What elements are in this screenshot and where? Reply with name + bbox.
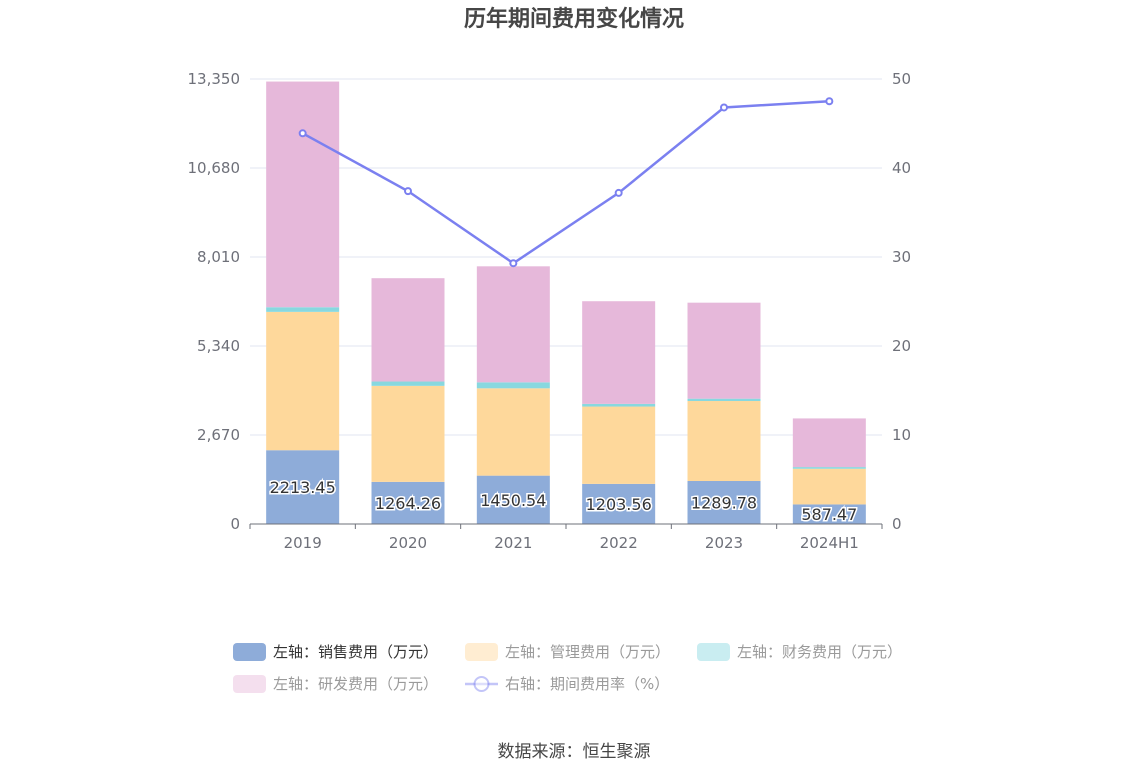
left-tick-label: 13,350 bbox=[188, 70, 241, 88]
left-axis-ticks: 0 2,670 5,340 8,010 10,680 13,350 bbox=[188, 70, 241, 533]
x-tick-label: 2020 bbox=[389, 534, 427, 552]
bar-segment-3-2024H1 bbox=[792, 418, 866, 468]
x-tick-label: 2022 bbox=[600, 534, 638, 552]
legend-label: 左轴：管理费用（万元） bbox=[505, 643, 670, 661]
legend: 左轴：销售费用（万元） 左轴：管理费用（万元） 左轴：财务费用（万元） 左轴：研发费用… bbox=[233, 643, 902, 693]
legend-item-0[interactable]: 左轴：销售费用（万元） bbox=[233, 643, 438, 661]
gridlines bbox=[250, 78, 882, 436]
rate-point bbox=[614, 188, 623, 197]
bar-segment-3-2020 bbox=[371, 278, 445, 382]
chart-title: 历年期间费用变化情况 bbox=[464, 6, 684, 32]
legend-marker bbox=[473, 676, 490, 692]
bar-data-labels: 2213.45 1264.26 1450.54 1203.56 1289.78 587.4… bbox=[268, 477, 859, 526]
right-tick-label: 30 bbox=[892, 248, 911, 266]
bar-segment-1-2022 bbox=[582, 406, 656, 484]
bar-segment-2-2021 bbox=[476, 382, 550, 389]
bar-value-label: 1289.78 bbox=[691, 494, 757, 513]
bar-segment-1-2021 bbox=[476, 388, 550, 476]
bar-segment-2-2019 bbox=[266, 307, 340, 312]
bar-segment-3-2021 bbox=[476, 266, 550, 383]
legend-label: 左轴：财务费用（万元） bbox=[737, 643, 902, 661]
bar-value-label: 1264.26 bbox=[375, 494, 441, 513]
x-axis-ticks: 2019 2020 2021 2022 2023 2024H1 bbox=[284, 534, 859, 552]
right-tick-label: 0 bbox=[892, 515, 902, 533]
bar-segment-3-2019 bbox=[266, 81, 340, 308]
x-tick-label: 2024H1 bbox=[800, 534, 859, 552]
left-tick-label: 10,680 bbox=[188, 159, 241, 177]
x-axis bbox=[249, 523, 883, 529]
legend-item-4[interactable]: 右轴：期间费用率（%） bbox=[465, 675, 669, 693]
bar-segment-0-2021 bbox=[476, 475, 550, 524]
legend-swatch bbox=[697, 643, 730, 661]
legend-item-1[interactable]: 左轴：管理费用（万元） bbox=[465, 643, 670, 661]
legend-swatch bbox=[233, 643, 266, 661]
bar-segment-1-2020 bbox=[371, 385, 445, 482]
bar-segment-0-2022 bbox=[582, 483, 656, 524]
bar-segment-1-2023 bbox=[687, 401, 761, 482]
rate-point bbox=[509, 259, 518, 268]
legend-swatch bbox=[233, 675, 266, 693]
legend-item-3[interactable]: 左轴：研发费用（万元） bbox=[233, 675, 438, 693]
x-tick-label: 2023 bbox=[705, 534, 743, 552]
bar-segment-2-2022 bbox=[582, 403, 656, 407]
x-tick-label: 2021 bbox=[494, 534, 532, 552]
right-axis-ticks: 0 10 20 30 40 50 bbox=[892, 70, 911, 533]
legend-label: 右轴：期间费用率（%） bbox=[505, 675, 669, 693]
right-tick-label: 10 bbox=[892, 426, 911, 444]
bar-segment-2-2020 bbox=[371, 381, 445, 386]
legend-label: 左轴：销售费用（万元） bbox=[273, 643, 438, 661]
right-tick-label: 20 bbox=[892, 337, 911, 355]
rate-point bbox=[825, 97, 834, 106]
left-tick-label: 5,340 bbox=[197, 337, 240, 355]
bar-segment-0-2024H1 bbox=[792, 504, 866, 524]
right-tick-label: 40 bbox=[892, 159, 911, 177]
left-tick-label: 8,010 bbox=[197, 248, 240, 266]
bar-value-label: 2213.45 bbox=[270, 478, 336, 497]
legend-item-2[interactable]: 左轴：财务费用（万元） bbox=[697, 643, 902, 661]
right-tick-label: 50 bbox=[892, 70, 911, 88]
bar-value-label: 1450.54 bbox=[480, 491, 546, 510]
bar-segment-2-2024H1 bbox=[792, 467, 866, 469]
rate-point bbox=[404, 187, 412, 196]
legend-label: 左轴：研发费用（万元） bbox=[273, 675, 438, 693]
bar-segment-1-2024H1 bbox=[792, 468, 866, 505]
bar-stacks bbox=[266, 81, 866, 524]
bar-segment-0-2019 bbox=[266, 450, 340, 524]
legend-swatch bbox=[465, 643, 498, 661]
bar-segment-0-2020 bbox=[371, 481, 445, 524]
bar-segment-0-2023 bbox=[687, 481, 761, 524]
rate-line-series bbox=[298, 97, 834, 268]
bar-value-label: 1203.56 bbox=[586, 495, 652, 514]
rate-point bbox=[298, 129, 307, 138]
bar-segment-3-2022 bbox=[582, 301, 656, 404]
rate-line bbox=[302, 100, 830, 265]
bar-segment-2-2023 bbox=[687, 398, 761, 402]
rate-point bbox=[720, 103, 728, 112]
left-tick-label: 0 bbox=[230, 515, 240, 533]
bar-segment-1-2019 bbox=[266, 311, 340, 451]
bar-value-label: 587.47 bbox=[801, 505, 857, 524]
x-tick-label: 2019 bbox=[284, 534, 322, 552]
bar-segment-3-2023 bbox=[687, 302, 761, 399]
left-tick-label: 2,670 bbox=[197, 426, 240, 444]
data-source-note: 数据来源：恒生聚源 bbox=[498, 742, 651, 762]
